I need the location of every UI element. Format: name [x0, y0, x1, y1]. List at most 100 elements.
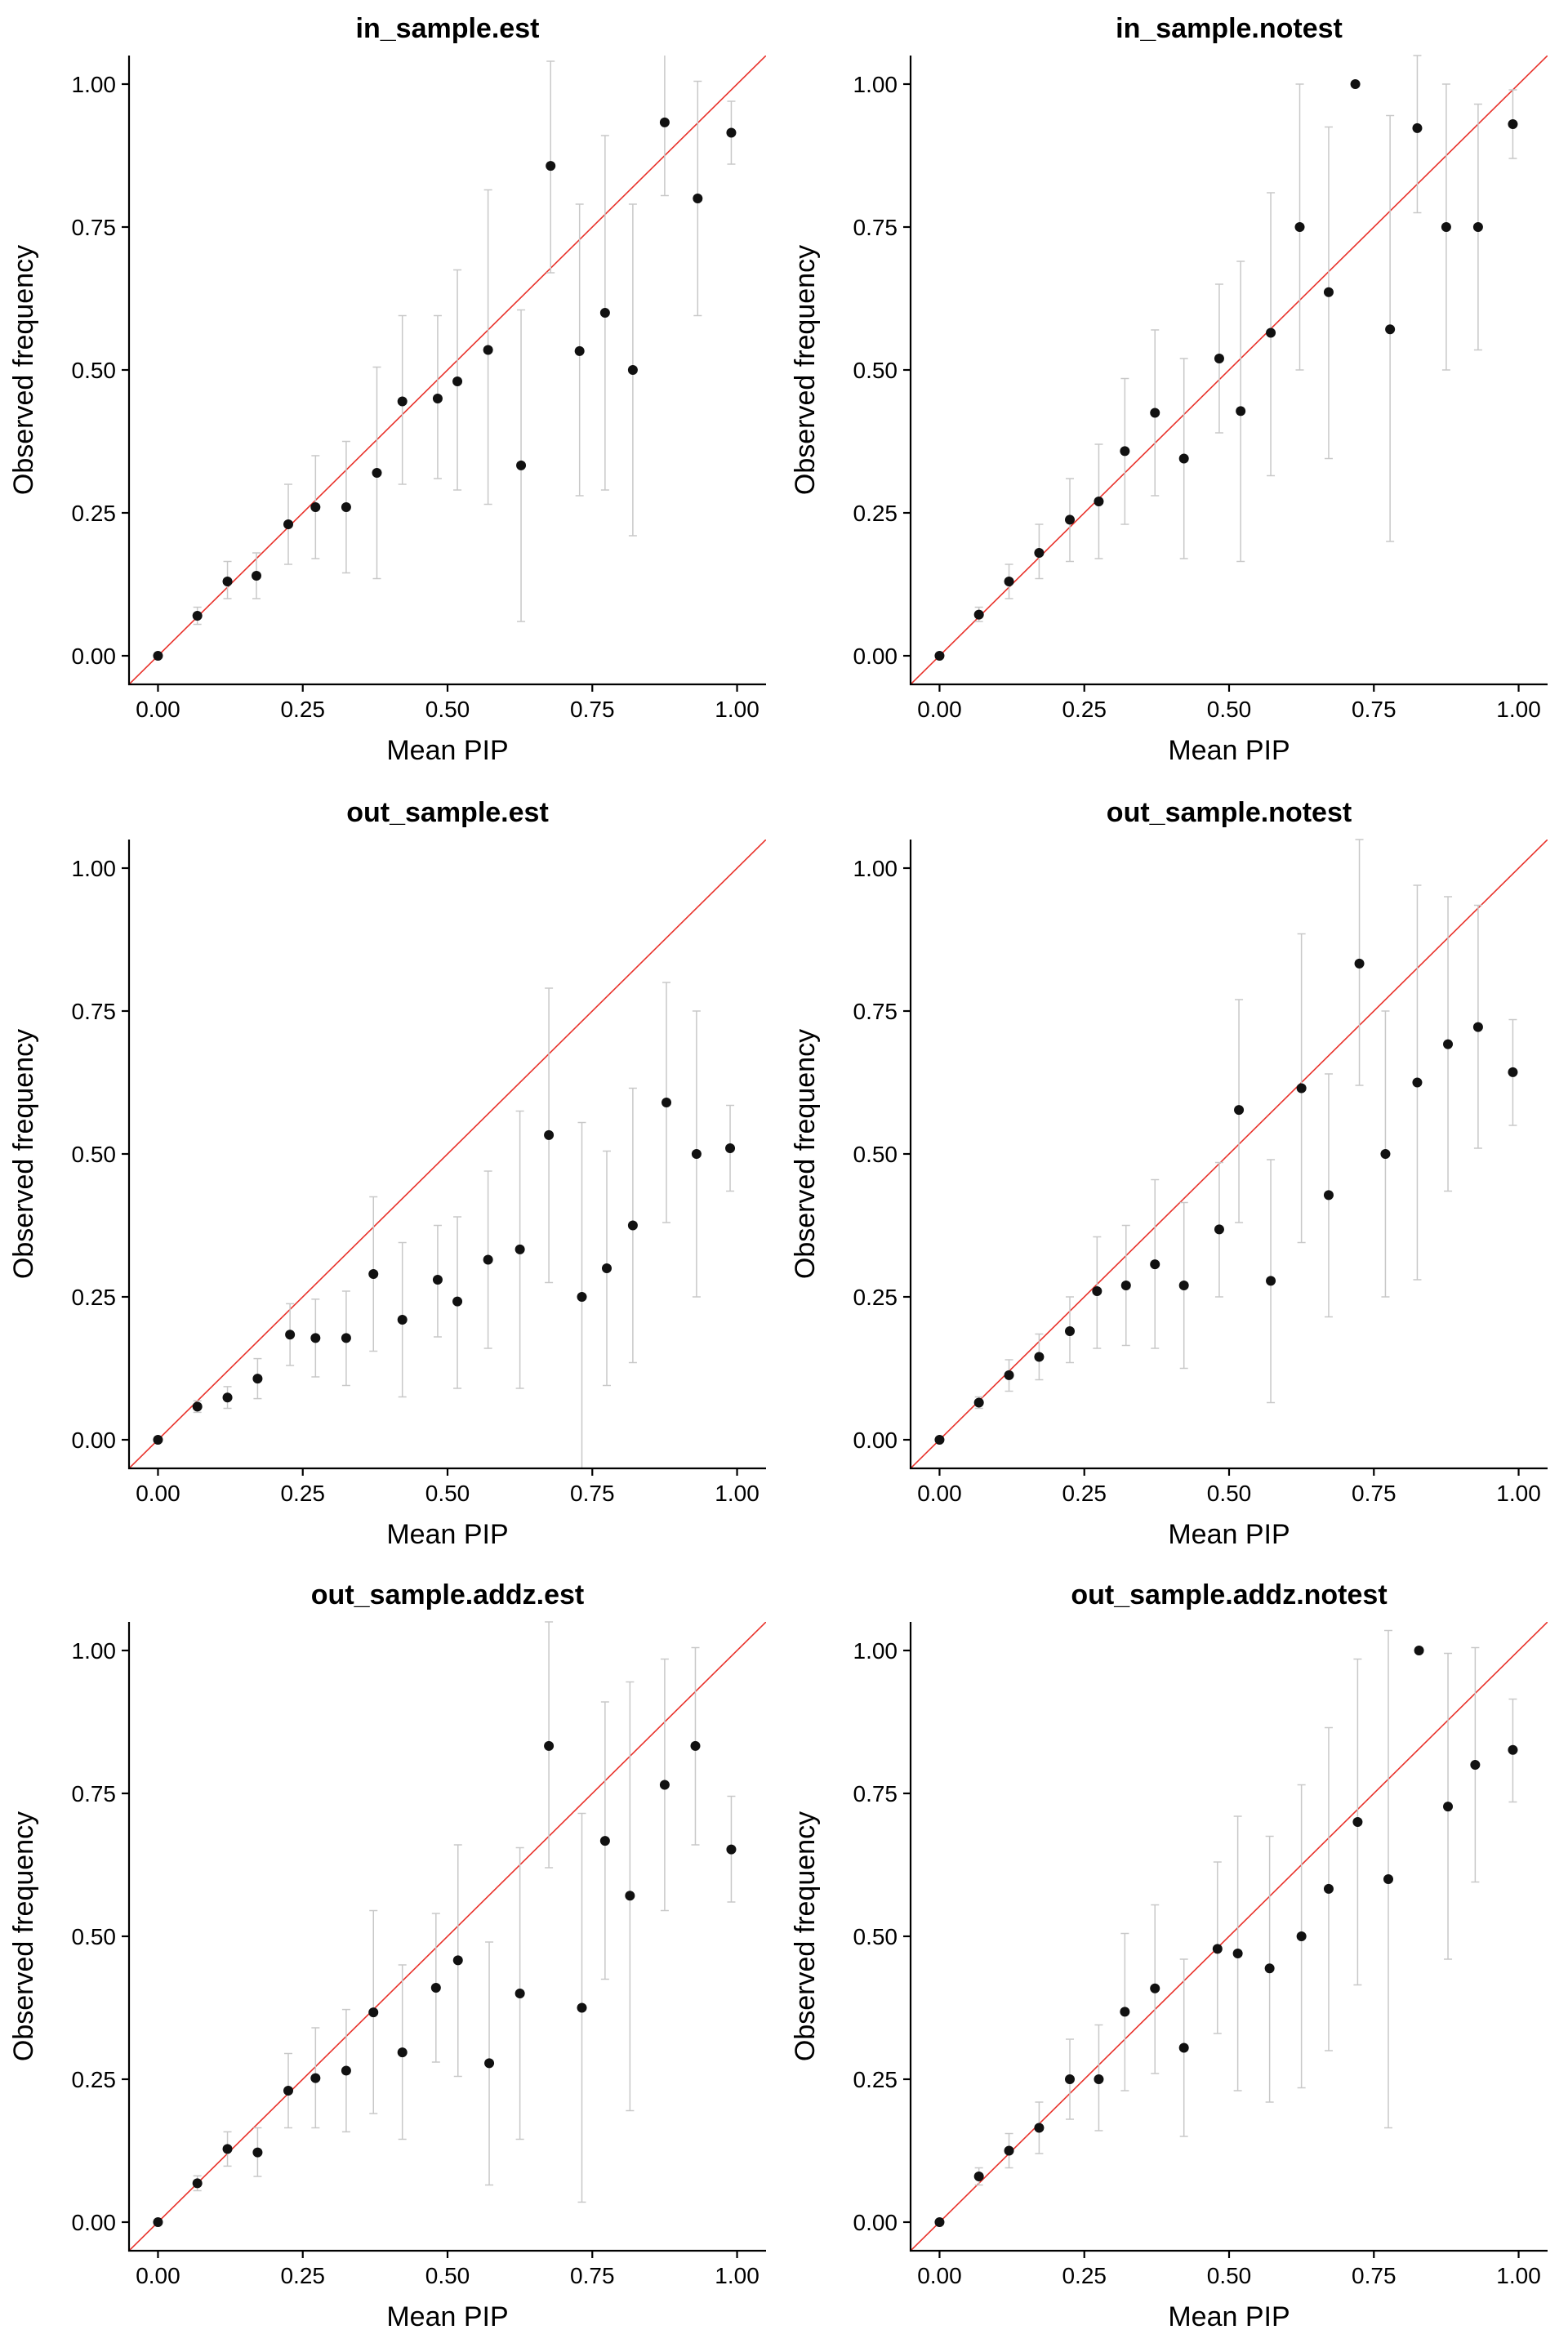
- x-tick-label: 0.00: [136, 697, 180, 722]
- y-tick-label: 1.00: [72, 1638, 117, 1664]
- data-point: [602, 1263, 612, 1273]
- x-axis-title: Mean PIP: [386, 2301, 508, 2332]
- data-point: [599, 308, 610, 318]
- x-axis-title: Mean PIP: [386, 1519, 508, 1550]
- y-tick-label: 0.00: [72, 1428, 117, 1453]
- x-tick-label: 0.75: [1352, 2263, 1396, 2288]
- x-axis-title: Mean PIP: [386, 735, 508, 766]
- panel-out-sample-addz-est: out_sample.addz.est 0.00 0.25 0.50 0.75 1.00 0…: [8, 1579, 766, 2332]
- data-point: [574, 345, 585, 356]
- data-point: [1034, 2123, 1045, 2133]
- data-point: [252, 2147, 263, 2158]
- x-tick-label: 1.00: [715, 2263, 760, 2288]
- x-tick-label: 0.00: [917, 697, 962, 722]
- y-axis-title: Observed frequency: [8, 1811, 39, 2061]
- y-tick-label: 0.25: [72, 1285, 117, 1310]
- y-tick-label: 1.00: [853, 856, 898, 881]
- data-point: [544, 1129, 555, 1140]
- data-point: [432, 1275, 443, 1285]
- data-point: [153, 1435, 163, 1445]
- x-tick-label: 0.50: [425, 697, 470, 722]
- y-tick-label: 0.50: [72, 358, 117, 383]
- data-point: [1414, 1646, 1424, 1655]
- data-point: [1094, 2074, 1104, 2084]
- data-point: [1412, 1077, 1423, 1088]
- x-tick-label: 0.25: [1062, 697, 1107, 722]
- y-tick-label: 1.00: [72, 72, 117, 97]
- x-tick-label: 0.00: [136, 2263, 180, 2288]
- data-point: [1323, 1190, 1334, 1200]
- data-point: [1236, 406, 1246, 416]
- data-point: [397, 396, 408, 407]
- data-point: [973, 609, 984, 620]
- data-point: [452, 376, 463, 386]
- y-axis-title: Observed frequency: [790, 245, 821, 495]
- data-point: [1443, 1039, 1454, 1049]
- data-point: [1034, 548, 1045, 558]
- x-axis-title: Mean PIP: [1168, 1519, 1290, 1550]
- data-point: [222, 577, 233, 586]
- y-tick-label: 0.50: [853, 358, 898, 383]
- data-point: [1178, 1281, 1189, 1290]
- data-point: [516, 460, 527, 470]
- y-tick-label: 0.00: [72, 644, 117, 669]
- x-tick-label: 1.00: [1496, 2263, 1541, 2288]
- data-point: [1266, 327, 1276, 338]
- data-point: [1508, 1067, 1518, 1077]
- y-tick-label: 0.50: [72, 1142, 117, 1167]
- x-tick-label: 0.25: [1062, 2263, 1107, 2288]
- data-point: [192, 2178, 203, 2189]
- x-tick-label: 0.50: [1207, 2263, 1252, 2288]
- data-point: [372, 468, 382, 478]
- y-tick-label: 0.25: [853, 501, 898, 526]
- data-point: [1508, 1744, 1518, 1755]
- data-point: [544, 1740, 555, 1751]
- y-tick-label: 0.25: [72, 2067, 117, 2092]
- data-point: [973, 1397, 984, 1408]
- panel-out-sample-est: out_sample.est 0.00 0.25 0.50 0.75 1.00 0.00 0.…: [8, 797, 766, 1550]
- data-point: [1065, 514, 1075, 525]
- data-point: [192, 1401, 203, 1412]
- data-point: [1212, 1944, 1223, 1954]
- data-point: [973, 2172, 984, 2181]
- data-point: [341, 502, 351, 512]
- data-point: [430, 1983, 441, 1993]
- x-axis-title: Mean PIP: [1168, 2301, 1290, 2332]
- y-tick-label: 0.75: [72, 1781, 117, 1806]
- x-tick-label: 0.25: [280, 1481, 325, 1506]
- y-axis-title: Observed frequency: [790, 1811, 821, 2061]
- data-point: [1232, 1949, 1243, 1958]
- data-point: [341, 1333, 351, 1343]
- data-point: [452, 1955, 463, 1966]
- y-tick-label: 0.75: [72, 215, 117, 240]
- data-point: [1150, 1259, 1160, 1270]
- x-axis-title: Mean PIP: [1168, 735, 1290, 766]
- data-point: [310, 502, 321, 512]
- data-point: [1034, 1352, 1045, 1362]
- data-point: [252, 1374, 263, 1384]
- reference-line: [911, 1622, 1548, 2251]
- data-point: [153, 651, 163, 661]
- data-point: [662, 1098, 672, 1107]
- panel-title: in_sample.est: [356, 13, 540, 44]
- data-point: [368, 1269, 379, 1279]
- data-point: [1120, 2007, 1130, 2017]
- x-tick-label: 0.25: [280, 697, 325, 722]
- data-point: [599, 1836, 610, 1846]
- panel-in-sample-est: in_sample.est 0.00 0.25 0.50 0.75 1.00 0.00 0.2…: [8, 13, 766, 766]
- data-point: [1385, 324, 1396, 335]
- data-point: [725, 1143, 736, 1153]
- data-point: [1441, 222, 1451, 232]
- panel-out-sample-notest: out_sample.notest 0.00 0.25 0.50 0.75 1.00 0.0…: [790, 797, 1548, 1550]
- y-tick-label: 0.25: [853, 2067, 898, 2092]
- data-point: [483, 1254, 493, 1265]
- reference-line: [911, 56, 1548, 684]
- x-tick-label: 0.75: [570, 1481, 615, 1506]
- data-point: [222, 1392, 233, 1403]
- data-point: [397, 2047, 408, 2058]
- data-point: [397, 1315, 408, 1325]
- data-point: [625, 1891, 635, 1901]
- data-point: [153, 2217, 163, 2227]
- data-point: [1508, 119, 1518, 129]
